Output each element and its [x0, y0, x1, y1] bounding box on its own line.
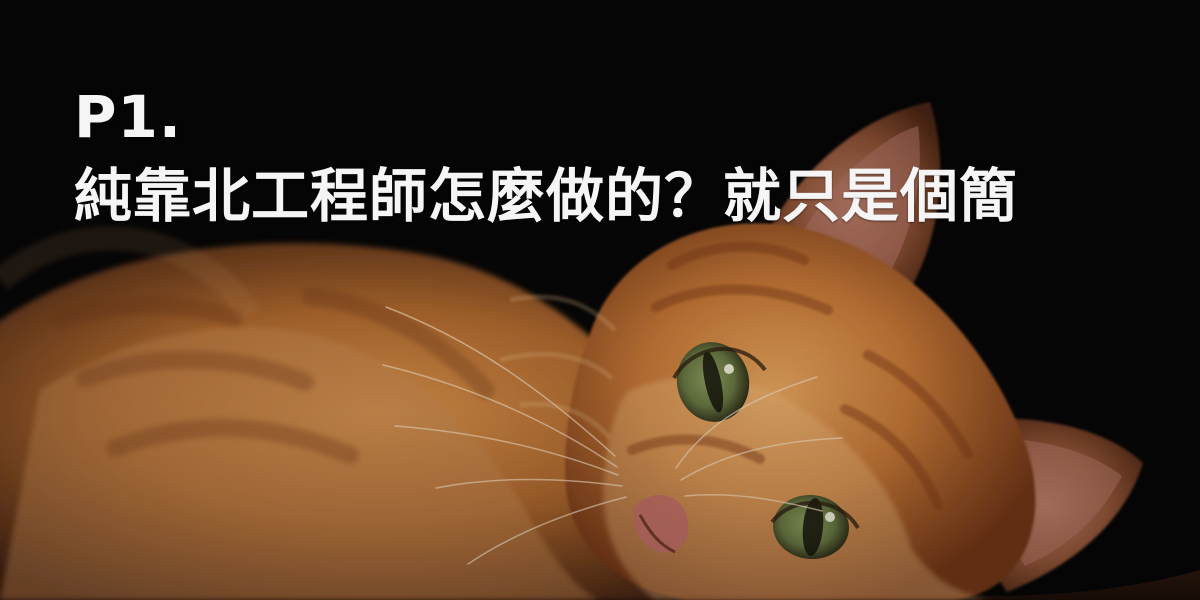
caption-text: P1. 純靠北工程師怎麼做的？就只是個簡: [74, 82, 1200, 240]
kitten-nose: [632, 495, 689, 553]
caption-label: P1.: [74, 83, 182, 151]
kitten-whiskers: [382, 306, 843, 565]
caption-title: 純靠北工程師怎麼做的？就只是個簡: [74, 162, 1019, 230]
